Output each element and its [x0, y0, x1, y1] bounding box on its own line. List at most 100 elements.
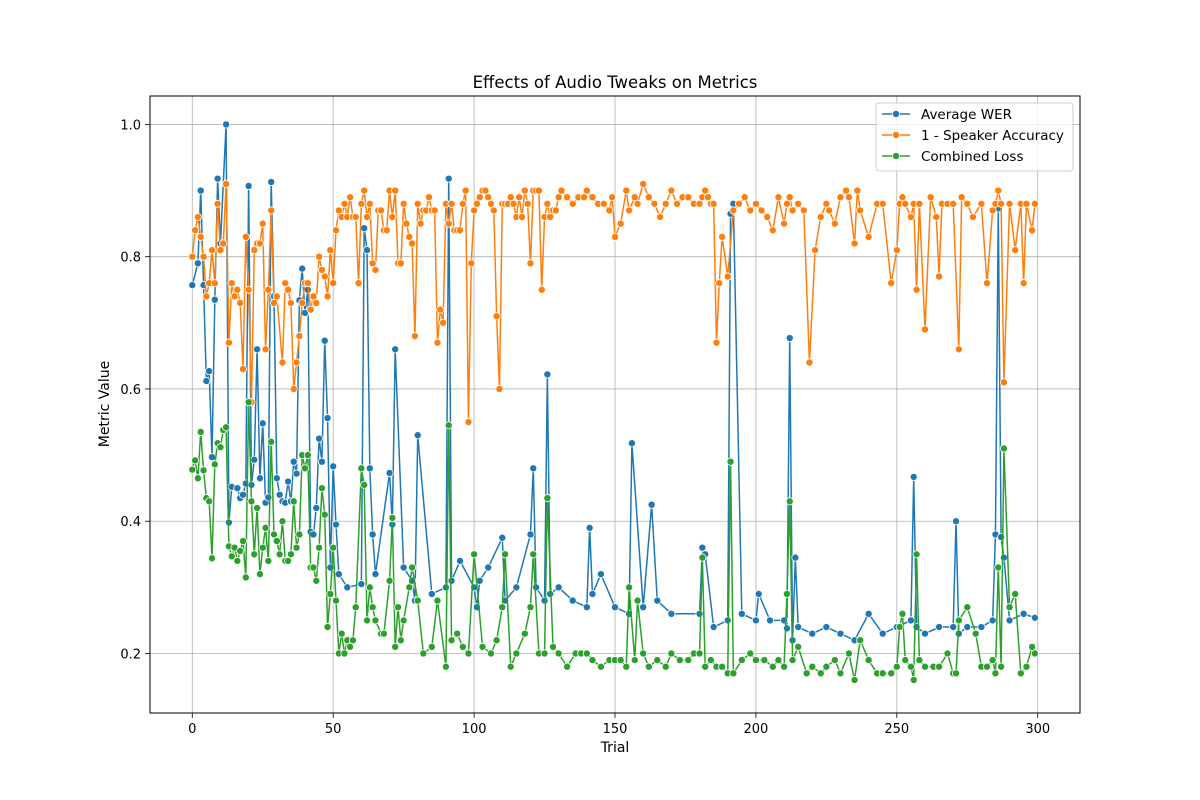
data-point	[501, 550, 510, 559]
data-point	[943, 649, 952, 658]
data-point	[906, 616, 915, 625]
data-point	[901, 656, 910, 665]
data-point	[202, 292, 211, 301]
data-point	[695, 649, 704, 658]
data-point	[238, 490, 247, 499]
data-point	[1005, 616, 1014, 625]
data-point	[334, 570, 343, 579]
data-point	[331, 520, 340, 529]
data-point	[952, 669, 961, 678]
data-point	[878, 629, 887, 638]
data-point	[481, 186, 490, 195]
data-point	[405, 232, 414, 241]
data-point	[650, 199, 659, 208]
data-point	[915, 199, 924, 208]
data-point	[850, 239, 859, 248]
data-point	[391, 186, 400, 195]
data-point	[470, 206, 479, 215]
data-point	[250, 455, 259, 464]
data-point	[639, 649, 648, 658]
data-point	[227, 552, 236, 561]
data-point	[526, 259, 535, 268]
data-point	[785, 334, 794, 343]
data-point	[684, 656, 693, 665]
data-point	[794, 623, 803, 632]
y-axis-label: Metric Value	[97, 361, 113, 447]
data-point	[977, 199, 986, 208]
y-tick-label: 0.8	[120, 251, 141, 266]
data-point	[295, 530, 304, 539]
data-point	[788, 656, 797, 665]
data-point	[413, 199, 422, 208]
data-point	[486, 199, 495, 208]
data-point	[210, 295, 219, 304]
data-point	[269, 298, 278, 307]
data-point	[441, 662, 450, 671]
data-point	[191, 456, 200, 465]
y-tick-label: 0.6	[120, 383, 141, 398]
data-point	[794, 642, 803, 651]
data-point	[357, 580, 366, 589]
data-point	[644, 193, 653, 202]
data-point	[317, 484, 326, 493]
data-point	[549, 642, 558, 651]
data-point	[653, 656, 662, 665]
data-point	[729, 669, 738, 678]
data-point	[701, 662, 710, 671]
data-point	[205, 497, 214, 506]
data-point	[317, 457, 326, 466]
data-point	[408, 239, 417, 248]
data-point	[300, 464, 309, 473]
data-point	[326, 589, 335, 598]
data-point	[740, 193, 749, 202]
data-point	[568, 199, 577, 208]
series-layer	[188, 120, 1039, 684]
data-point	[402, 219, 411, 228]
data-point	[529, 550, 538, 559]
data-point	[997, 199, 1006, 208]
data-point	[495, 384, 504, 393]
data-point	[354, 279, 363, 288]
data-point	[616, 219, 625, 228]
data-point	[1019, 609, 1028, 618]
data-point	[999, 378, 1008, 387]
data-point	[1011, 246, 1020, 255]
data-point	[830, 219, 839, 228]
data-point	[568, 596, 577, 605]
data-point	[424, 193, 433, 202]
data-point	[360, 480, 369, 489]
data-point	[963, 199, 972, 208]
grid	[150, 96, 1080, 713]
data-point	[298, 264, 307, 273]
legend-marker-speaker	[892, 130, 901, 139]
data-point	[802, 669, 811, 678]
data-point	[999, 444, 1008, 453]
data-point	[935, 623, 944, 632]
data-point	[441, 583, 450, 592]
data-point	[267, 206, 276, 215]
data-point	[357, 199, 366, 208]
data-point	[684, 193, 693, 202]
data-point	[272, 537, 281, 546]
data-point	[667, 649, 676, 658]
data-point	[498, 533, 507, 542]
data-point	[388, 513, 397, 522]
data-point	[935, 272, 944, 281]
data-point	[399, 616, 408, 625]
data-point	[298, 298, 307, 307]
data-point	[368, 259, 377, 268]
data-point	[512, 649, 521, 658]
data-point	[467, 259, 476, 268]
data-point	[926, 193, 935, 202]
data-point	[639, 603, 648, 612]
data-point	[596, 662, 605, 671]
data-point	[673, 199, 682, 208]
data-point	[286, 298, 295, 307]
data-point	[540, 596, 549, 605]
data-point	[396, 636, 405, 645]
data-point	[210, 460, 219, 469]
data-point	[303, 279, 312, 288]
data-point	[213, 199, 222, 208]
data-point	[396, 259, 405, 268]
data-point	[323, 292, 332, 301]
